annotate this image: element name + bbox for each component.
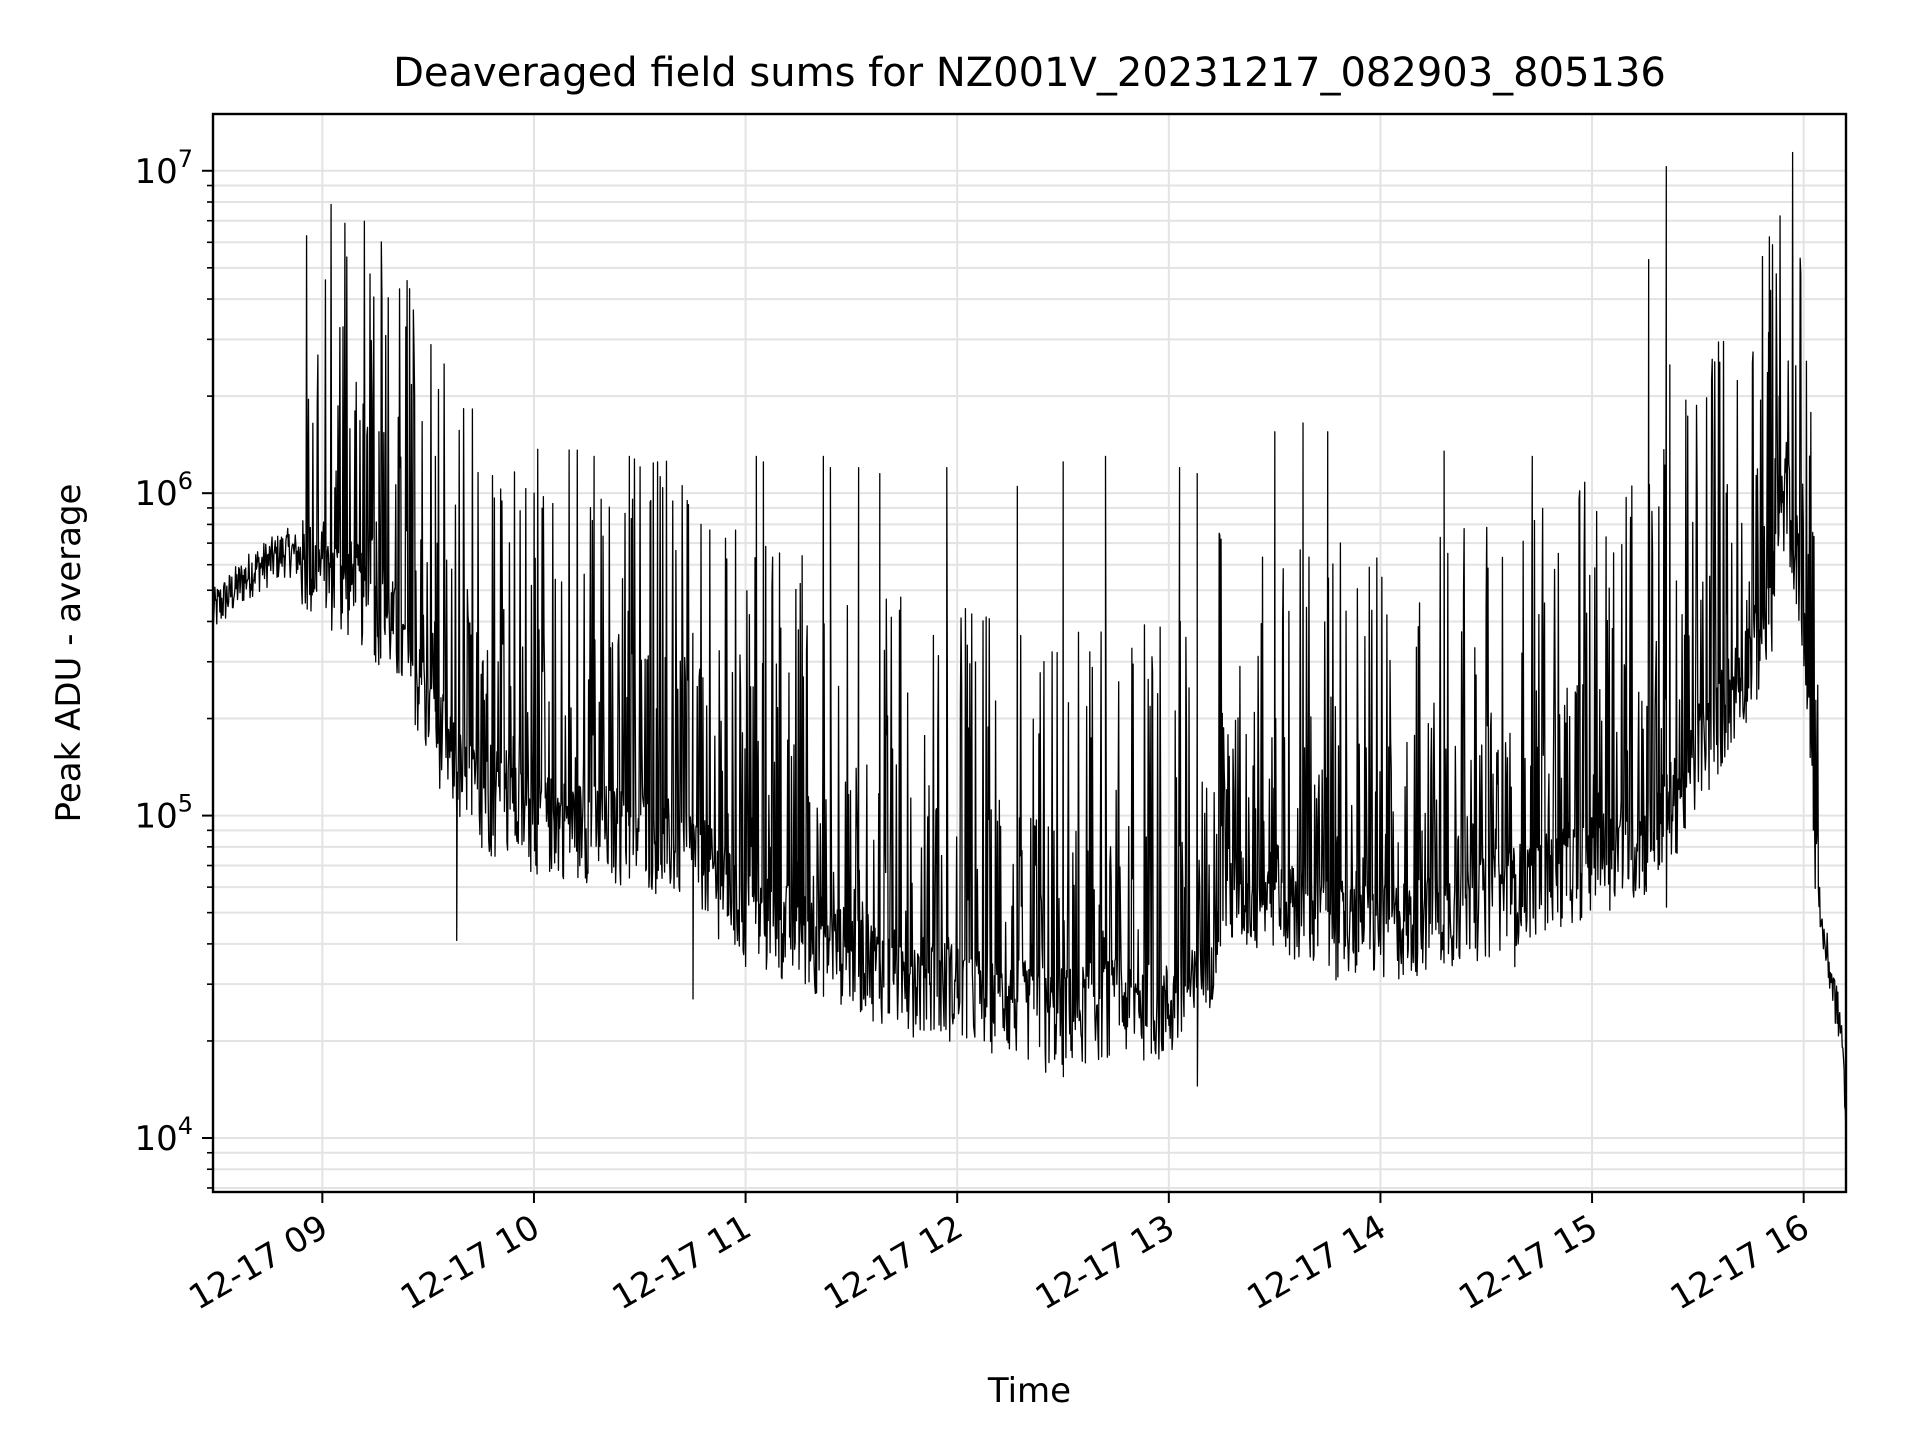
y-tick-label: 104: [134, 1112, 193, 1159]
x-axis-label: Time: [987, 1371, 1071, 1411]
series-layer: [212, 151, 1847, 1137]
y-tick-label: 106: [134, 467, 193, 514]
y-tick-label: 107: [134, 145, 193, 192]
chart-title: Deaveraged field sums for NZ001V_2023121…: [393, 50, 1666, 96]
y-axis: 104 105 106 107: [134, 145, 213, 1189]
plot-frame: [211, 112, 1848, 1194]
y-axis-label: Peak ADU - average: [49, 484, 89, 823]
series-line: [212, 151, 1847, 1137]
y-tick-label: 105: [134, 790, 193, 837]
